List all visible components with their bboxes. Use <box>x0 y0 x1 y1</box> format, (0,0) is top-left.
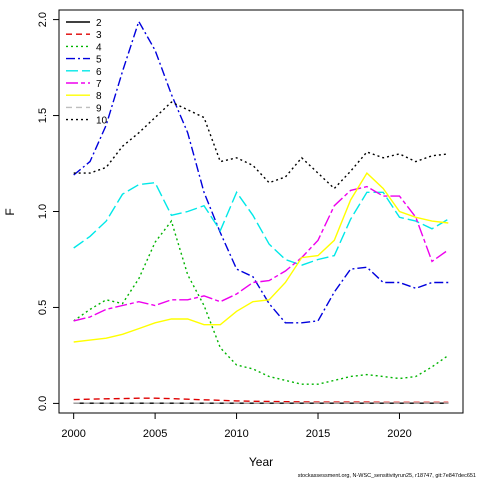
x-tick-label: 2005 <box>143 428 167 440</box>
legend-label-2: 2 <box>96 18 102 29</box>
y-axis-label: F <box>3 208 17 215</box>
x-tick-label: 2015 <box>306 428 330 440</box>
legend-label-10: 10 <box>96 116 108 127</box>
x-axis: 2000 2005 2010 2015 2020 <box>61 413 412 440</box>
series-5-line <box>73 19 449 324</box>
series-8-line <box>73 171 449 343</box>
series-7-line <box>73 185 449 322</box>
x-tick-label: 2000 <box>61 428 85 440</box>
legend-label-8: 8 <box>96 91 102 102</box>
y-tick-label: 1.5 <box>37 108 49 123</box>
legend-label-7: 7 <box>96 79 102 90</box>
legend-label-9: 9 <box>96 103 102 114</box>
series-6-line <box>73 181 449 266</box>
series-layer <box>73 19 449 404</box>
y-tick-label: 0.0 <box>37 396 49 411</box>
y-axis: 0.0 0.5 1.0 1.5 2.0 <box>37 12 59 411</box>
series-4-line <box>73 219 449 385</box>
x-tick-label: 2010 <box>224 428 248 440</box>
legend-label-6: 6 <box>96 67 102 78</box>
legend-label-3: 3 <box>96 30 102 41</box>
x-tick-label: 2020 <box>387 428 411 440</box>
series-10-line <box>73 101 449 190</box>
y-tick-label: 1.0 <box>37 204 49 219</box>
legend-label-4: 4 <box>96 42 102 53</box>
x-axis-label: Year <box>249 455 273 469</box>
chart-caption: stockassessment.org, N-WSC_sensitivityru… <box>298 473 476 479</box>
y-tick-label: 2.0 <box>37 12 49 27</box>
legend-label-5: 5 <box>96 55 102 66</box>
y-tick-label: 0.5 <box>37 300 49 315</box>
